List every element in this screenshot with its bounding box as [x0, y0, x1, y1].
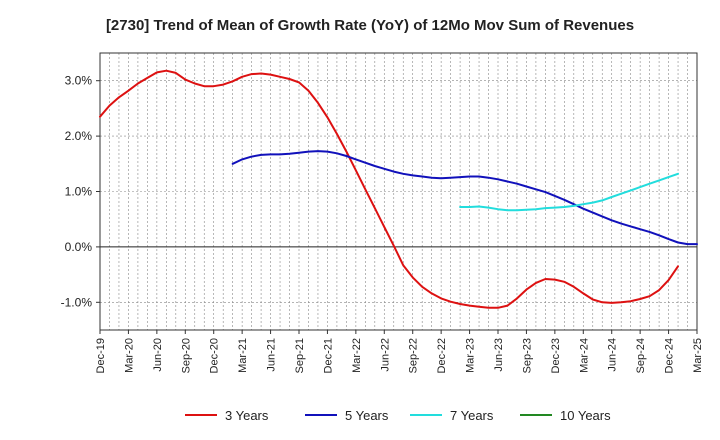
x-tick-label: Sep-23: [521, 338, 533, 373]
x-tick-label: Sep-20: [180, 338, 192, 373]
y-tick-label: 0.0%: [65, 240, 93, 254]
x-tick-label: Dec-24: [664, 338, 676, 373]
chart-title: [2730] Trend of Mean of Growth Rate (YoY…: [106, 17, 634, 34]
x-tick-label: Mar-20: [123, 338, 135, 373]
legend-label: 3 Years: [225, 408, 269, 423]
x-tick-label: Dec-23: [550, 338, 562, 373]
x-tick-label: Jun-24: [607, 338, 619, 372]
y-tick-label: 3.0%: [65, 74, 93, 88]
y-tick-label: -1.0%: [61, 295, 93, 309]
x-tick-label: Sep-21: [294, 338, 306, 373]
x-tick-label: Sep-22: [408, 338, 420, 373]
x-tick-label: Mar-24: [578, 338, 590, 373]
x-tick-label: Dec-19: [95, 338, 107, 373]
x-tick-label: Jun-23: [493, 338, 505, 372]
x-tick-label: Mar-21: [237, 338, 249, 373]
legend: 3 Years 5 Years 7 Years 10 Years: [185, 408, 611, 423]
x-tick-label: Dec-20: [209, 338, 221, 373]
x-tick-label: Mar-22: [351, 338, 363, 373]
x-axis-ticks: Dec-19 Mar-20 Jun-20 Sep-20 Dec-20 Mar-21 Jun-…: [95, 330, 704, 373]
x-tick-label: Sep-24: [635, 338, 647, 373]
series-line-3-years: [99, 69, 679, 309]
x-tick-label: Jun-22: [379, 338, 391, 372]
x-tick-label: Jun-21: [266, 338, 278, 372]
legend-label: 7 Years: [450, 408, 494, 423]
legend-label: 5 Years: [345, 408, 389, 423]
y-tick-label: 2.0%: [65, 129, 93, 143]
x-tick-label: Dec-22: [436, 338, 448, 373]
series-lines: [99, 69, 698, 309]
grid-lines: [100, 53, 697, 330]
y-axis-ticks: 3.0% 2.0% 1.0% 0.0% -1.0%: [61, 74, 100, 309]
x-tick-label: Mar-25: [692, 338, 704, 373]
legend-label: 10 Years: [560, 408, 611, 423]
series-line-7-years: [459, 172, 679, 212]
x-tick-label: Mar-23: [465, 338, 477, 373]
series-line-5-years: [231, 150, 698, 246]
y-tick-label: 1.0%: [65, 185, 93, 199]
x-tick-label: Dec-21: [322, 338, 334, 373]
x-tick-label: Jun-20: [152, 338, 164, 372]
